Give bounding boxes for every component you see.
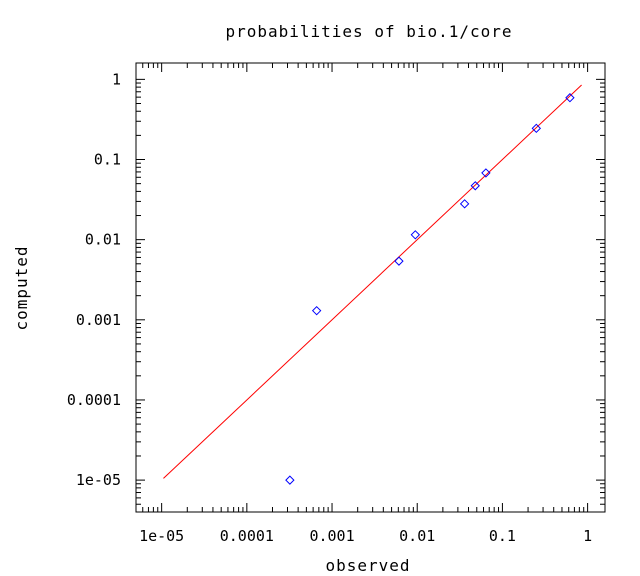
y-axis-label: computed: [12, 245, 31, 330]
y-tick-label: 0.01: [85, 231, 121, 249]
chart-title: probabilities of bio.1/core: [225, 22, 512, 41]
y-tick-label: 1e-05: [76, 471, 121, 489]
y-tick-label: 0.001: [76, 311, 121, 329]
y-tick-label: 0.1: [94, 151, 121, 169]
data-point: [285, 475, 295, 485]
x-axis-label: observed: [325, 556, 410, 575]
y-tick-label: 1: [112, 70, 121, 88]
y-tick-labels: 1e-05 0.0001 0.001 0.01 0.1 1: [67, 70, 121, 489]
reference-line: [163, 84, 582, 479]
x-tick-label: 0.0001: [220, 527, 274, 545]
x-tick-label: 1e-05: [139, 527, 184, 545]
data-point: [470, 181, 480, 191]
x-tick-labels: 1e-05 0.0001 0.001 0.01 0.1 1: [139, 527, 592, 545]
plot-frame: [135, 62, 606, 513]
data-point: [531, 123, 542, 134]
data-point: [459, 199, 470, 209]
y-tick-label: 0.0001: [67, 391, 121, 409]
tick-marks: [136, 63, 605, 513]
x-tick-label: 0.01: [399, 527, 435, 545]
data-point: [410, 230, 421, 240]
data-point: [481, 168, 491, 178]
data-points: [285, 93, 575, 485]
data-point: [394, 256, 404, 266]
x-tick-label: 1: [583, 527, 592, 545]
reference-line-segment: [163, 84, 582, 479]
data-point: [565, 93, 575, 103]
x-tick-label: 0.001: [309, 527, 354, 545]
data-point: [311, 305, 322, 316]
x-tick-label: 0.1: [489, 527, 516, 545]
